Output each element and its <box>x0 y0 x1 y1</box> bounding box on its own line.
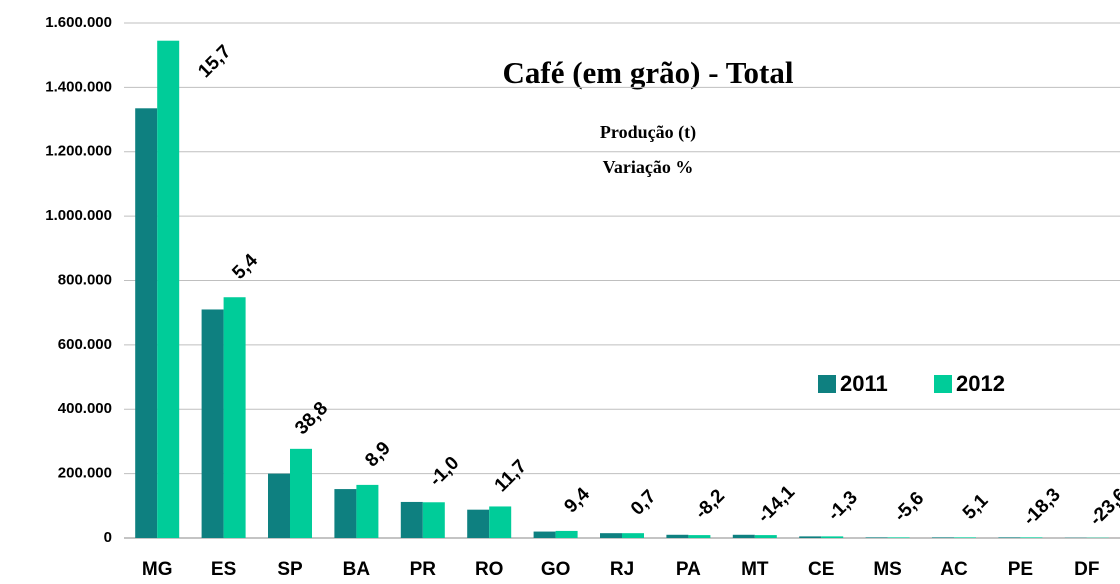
y-tick-label: 1.000.000 <box>45 207 112 224</box>
variation-label: -1,0 <box>425 453 463 491</box>
bar <box>954 537 976 538</box>
bar <box>732 534 755 538</box>
y-tick-label: 400.000 <box>58 400 112 417</box>
bar <box>600 533 622 538</box>
bar <box>400 501 423 538</box>
x-tick-label: AC <box>940 559 968 580</box>
variation-label: 5,1 <box>959 490 993 524</box>
bar <box>821 536 844 538</box>
variation-label: -18,3 <box>1019 484 1064 529</box>
bar <box>799 536 822 538</box>
x-tick-label: GO <box>541 559 571 580</box>
variation-label: 0,7 <box>627 486 661 520</box>
bar <box>998 537 1021 538</box>
bar <box>666 534 689 538</box>
y-tick-label: 600.000 <box>58 336 112 353</box>
variation-label: -8,2 <box>691 485 729 523</box>
legend-swatch <box>934 375 952 393</box>
y-tick-label: 0 <box>104 529 112 546</box>
x-tick-label: CE <box>808 559 834 580</box>
bar <box>223 297 246 538</box>
bar <box>157 40 180 538</box>
x-tick-label: PA <box>676 559 701 580</box>
legend-label: 2012 <box>956 371 1005 396</box>
bar <box>422 502 445 538</box>
variation-label: 15,7 <box>194 41 235 82</box>
y-tick-label: 800.000 <box>58 271 112 288</box>
bar <box>555 530 578 538</box>
bar <box>932 537 954 538</box>
x-tick-label: PE <box>1008 559 1033 580</box>
bar <box>1020 537 1043 538</box>
variation-label: 5,4 <box>228 250 262 284</box>
bar <box>622 533 644 538</box>
y-tick-label: 1.200.000 <box>45 143 112 160</box>
variation-label: 8,9 <box>361 438 395 472</box>
bar <box>754 535 777 538</box>
x-tick-label: MG <box>142 559 173 580</box>
bar <box>290 448 312 538</box>
chart-subtitle: Variação % <box>603 157 694 177</box>
legend-label: 2011 <box>840 371 888 396</box>
variation-label: 38,8 <box>291 398 332 439</box>
y-tick-label: 200.000 <box>58 465 112 482</box>
x-tick-label: DF <box>1074 559 1099 580</box>
variation-label: 11,7 <box>491 456 531 496</box>
variation-label: -5,6 <box>890 488 928 526</box>
chart-subtitle: Produção (t) <box>600 122 696 143</box>
bar <box>356 484 379 538</box>
x-tick-label: SP <box>277 559 303 580</box>
chart-title: Café (em grão) - Total <box>503 55 794 90</box>
bar <box>334 489 357 538</box>
bar <box>201 309 224 538</box>
y-tick-label: 1.400.000 <box>45 78 112 95</box>
y-tick-label: 1.600.000 <box>45 14 112 31</box>
variation-label: -14,1 <box>754 481 800 527</box>
x-tick-label: MT <box>741 559 769 580</box>
bar <box>135 108 158 538</box>
x-tick-label: RO <box>475 559 504 580</box>
legend-swatch <box>818 375 836 393</box>
bar <box>467 509 490 538</box>
x-tick-label: RJ <box>610 559 634 580</box>
bar <box>533 531 556 538</box>
variation-label: -1,3 <box>824 487 862 525</box>
bar <box>887 537 910 538</box>
x-tick-label: MS <box>873 559 902 580</box>
bar <box>865 537 888 538</box>
bar <box>268 473 290 538</box>
bar <box>489 506 512 538</box>
x-tick-label: PR <box>410 559 437 580</box>
variation-label: 9,4 <box>560 484 594 518</box>
variation-label: -23,6 <box>1086 485 1120 530</box>
x-tick-label: ES <box>211 559 236 580</box>
x-tick-label: BA <box>343 559 371 580</box>
bar <box>688 535 711 538</box>
